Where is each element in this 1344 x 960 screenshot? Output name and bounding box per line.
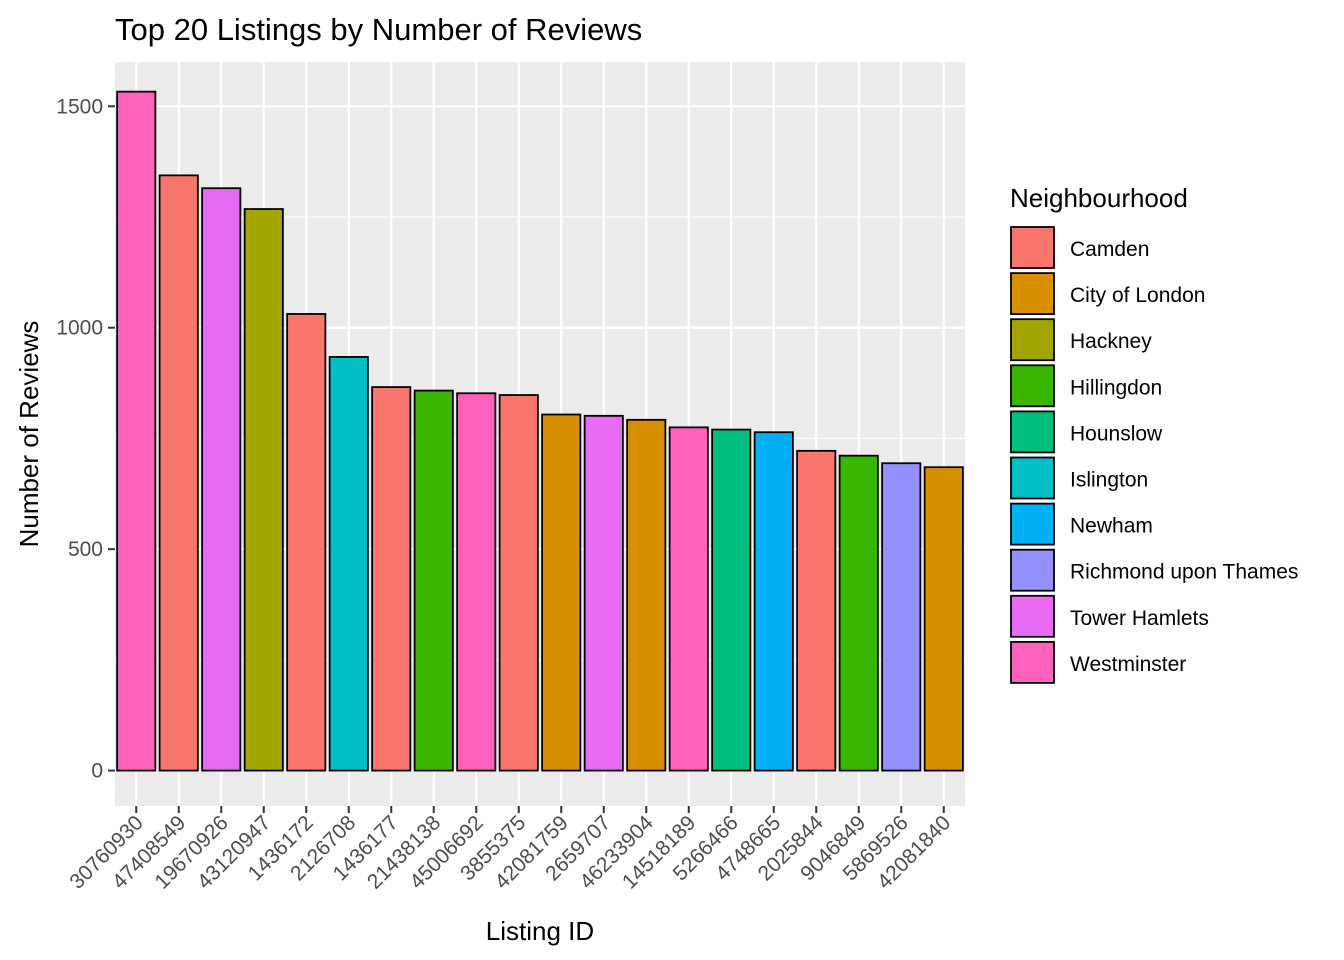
bar-46233904 — [626, 418, 667, 772]
legend-label: City of London — [1070, 284, 1205, 307]
bar-2659707 — [583, 414, 624, 772]
bar-19670926 — [201, 187, 242, 772]
legend-swatch — [1010, 594, 1055, 638]
legend: Neighbourhood Camden City of London Hackne… — [1010, 183, 1298, 684]
bar-1436172 — [286, 313, 327, 772]
legend-items: Camden City of London Hackney Hillingdon Hou… — [1010, 226, 1298, 684]
legend-swatch — [1010, 548, 1055, 592]
bar-21438138 — [413, 389, 454, 772]
legend-swatch — [1010, 410, 1055, 454]
y-tick-label: 0 — [91, 760, 103, 783]
legend-label: Hackney — [1070, 330, 1152, 353]
plot-panel — [115, 62, 965, 806]
bar-3855375 — [498, 394, 539, 772]
legend-title: Neighbourhood — [1010, 183, 1188, 213]
x-axis-title: Listing ID — [486, 916, 594, 946]
legend-label: Camden — [1070, 238, 1149, 261]
bar-30760930 — [116, 90, 157, 772]
legend-swatch — [1010, 226, 1055, 269]
bar-5869526 — [881, 462, 922, 772]
bar-4748665 — [753, 431, 794, 772]
y-axis-title: Number of Reviews — [14, 321, 44, 548]
bar-5266466 — [711, 428, 752, 772]
bar-45006692 — [456, 392, 497, 772]
y-tick-label: 500 — [68, 538, 103, 561]
bar-47408549 — [158, 174, 199, 772]
x-axis-ticks: 3076093047408549196709264312094714361722… — [65, 806, 955, 894]
bar-9046849 — [838, 454, 879, 772]
legend-label: Richmond upon Thames — [1070, 561, 1298, 584]
bars-layer — [116, 90, 964, 772]
legend-label: Hounslow — [1070, 422, 1163, 445]
legend-swatch — [1010, 364, 1055, 408]
bar-42081759 — [541, 413, 582, 772]
chart-title: Top 20 Listings by Number of Reviews — [115, 12, 642, 47]
bar-2025844 — [796, 449, 837, 772]
legend-label: Newham — [1070, 515, 1153, 538]
legend-label: Hillingdon — [1070, 376, 1162, 399]
legend-swatch — [1010, 502, 1055, 546]
bar-42081840 — [923, 466, 964, 772]
legend-swatch — [1010, 641, 1055, 684]
legend-swatch — [1010, 456, 1055, 500]
legend-label: Westminster — [1070, 653, 1186, 676]
y-axis-ticks: 0 500 1000 1500 — [56, 95, 115, 783]
bar-2126708 — [328, 356, 369, 772]
legend-label: Islington — [1070, 469, 1148, 492]
legend-swatch — [1010, 272, 1055, 316]
y-tick-label: 1500 — [56, 95, 103, 118]
bar-43120947 — [243, 208, 284, 772]
bar-14518189 — [668, 426, 709, 772]
legend-swatch — [1010, 318, 1055, 362]
legend-label: Tower Hamlets — [1070, 607, 1209, 630]
y-tick-label: 1000 — [56, 317, 103, 340]
bar-1436177 — [371, 386, 412, 772]
